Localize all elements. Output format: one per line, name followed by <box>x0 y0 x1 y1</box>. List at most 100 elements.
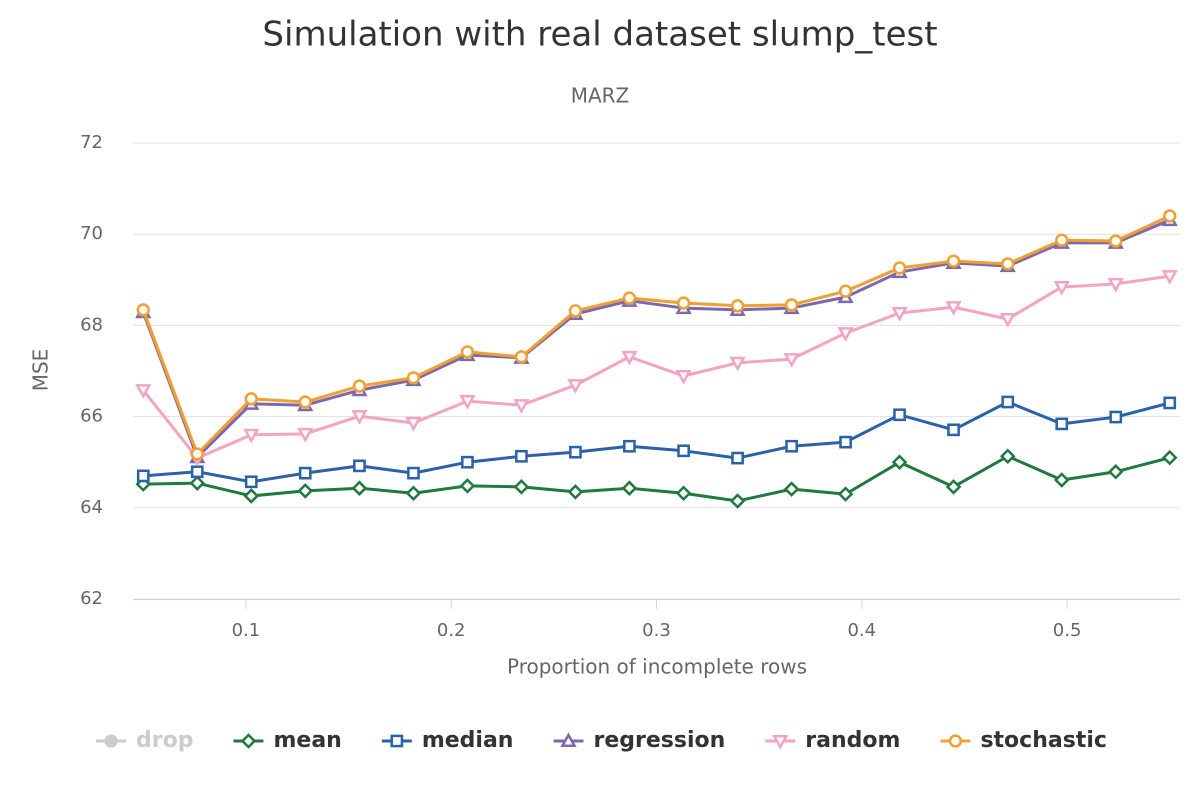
legend-label: drop <box>136 728 193 753</box>
point <box>1161 270 1178 285</box>
point <box>244 475 258 489</box>
point <box>623 439 636 453</box>
point <box>675 369 692 385</box>
point <box>569 445 582 459</box>
point <box>891 307 908 322</box>
point <box>1163 209 1177 223</box>
x-tick-label: 0.4 <box>847 620 876 641</box>
point <box>136 303 150 317</box>
legend-item[interactable]: stochastic <box>940 728 1107 753</box>
point <box>1107 277 1124 293</box>
legend-item[interactable]: random <box>765 728 900 753</box>
point <box>407 466 420 480</box>
legend-marker <box>240 733 257 749</box>
point <box>353 459 366 473</box>
point <box>675 485 692 501</box>
legend-label: median <box>422 728 514 753</box>
point <box>351 480 368 496</box>
y-axis-label: MSE <box>29 349 53 392</box>
point <box>729 493 746 509</box>
point <box>999 448 1016 465</box>
x-tick-label: 0.5 <box>1053 620 1082 641</box>
point <box>1001 257 1015 271</box>
series-line <box>141 214 1171 456</box>
legend-label: mean <box>273 728 341 753</box>
point <box>1107 464 1124 480</box>
y-tick-label: 62 <box>80 588 103 609</box>
point <box>1053 281 1070 296</box>
point <box>459 395 476 410</box>
legend-item[interactable]: mean <box>233 728 342 753</box>
x-tick-label: 0.2 <box>437 620 466 641</box>
y-tick-label: 72 <box>80 132 103 153</box>
point <box>515 449 528 463</box>
point <box>783 353 800 368</box>
point <box>568 304 583 318</box>
point <box>406 371 421 385</box>
legend-label: regression <box>593 728 725 753</box>
legend-marker <box>104 734 118 748</box>
point <box>783 481 800 497</box>
legend-label: stochastic <box>980 728 1106 753</box>
point <box>190 465 204 479</box>
chart-title: Simulation with real dataset slump_test <box>262 15 937 55</box>
x-tick-label: 0.3 <box>642 620 671 641</box>
point <box>190 447 204 461</box>
point <box>622 291 637 305</box>
point <box>189 475 206 491</box>
point <box>244 392 258 406</box>
point <box>1053 472 1070 488</box>
legend-item[interactable]: drop <box>96 728 193 753</box>
point <box>1163 396 1177 410</box>
point <box>135 384 152 399</box>
point <box>460 345 475 359</box>
legend: drop mean median regression random stochastic <box>96 728 1107 753</box>
point <box>621 350 638 366</box>
point <box>1001 395 1015 409</box>
point <box>351 410 368 425</box>
point <box>243 488 260 504</box>
point <box>676 296 691 310</box>
point <box>784 298 799 312</box>
point <box>1055 233 1069 247</box>
point <box>459 478 476 494</box>
y-tick-label: 68 <box>80 314 103 335</box>
point <box>567 379 584 394</box>
point <box>729 356 746 372</box>
point <box>514 350 529 364</box>
point <box>731 451 744 465</box>
point <box>1161 449 1178 466</box>
legend-label: random <box>805 728 900 753</box>
point <box>297 483 314 499</box>
legend-marker <box>560 732 577 748</box>
x-axis-label: Proportion of incomplete rows <box>507 655 807 679</box>
point <box>838 284 853 298</box>
series-line <box>141 218 1171 459</box>
point <box>567 484 584 500</box>
point <box>730 299 745 313</box>
series-line <box>142 274 1170 460</box>
series-line <box>143 400 1171 484</box>
point <box>1055 417 1069 431</box>
point <box>677 444 690 458</box>
point <box>405 485 422 501</box>
point <box>513 399 530 414</box>
point <box>999 312 1016 328</box>
legend-item[interactable]: median <box>381 728 514 753</box>
point <box>243 428 260 444</box>
chart-subtitle: MARZ <box>571 84 630 108</box>
point <box>136 469 150 483</box>
point <box>945 301 962 316</box>
legend-item[interactable]: regression <box>553 728 725 753</box>
point <box>405 416 422 432</box>
point <box>1109 234 1123 248</box>
point <box>785 439 798 453</box>
point <box>946 254 961 268</box>
legend-marker <box>948 734 963 748</box>
point <box>298 395 312 409</box>
legend-marker <box>390 734 404 748</box>
point <box>947 423 960 437</box>
point <box>892 261 907 275</box>
point <box>837 327 854 342</box>
